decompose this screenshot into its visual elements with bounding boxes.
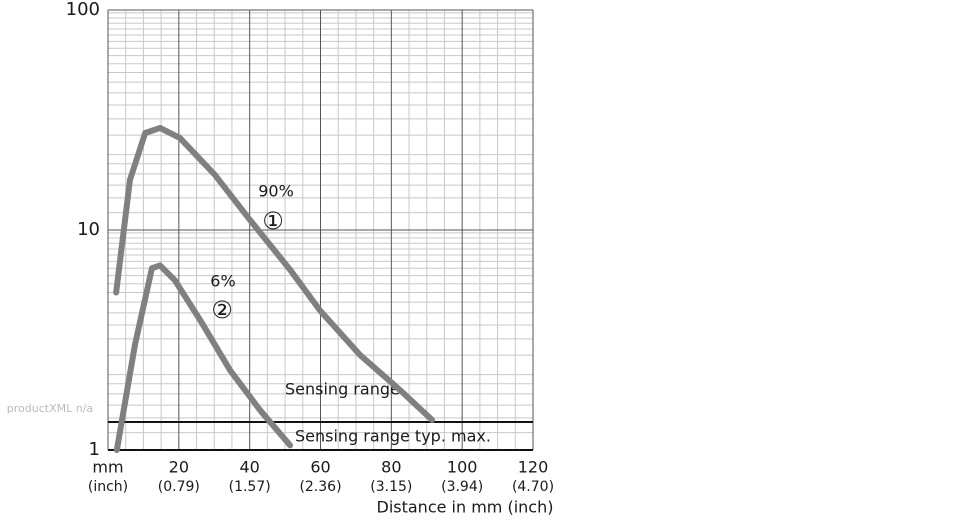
y-tick-label: 100 [66,0,100,20]
x-tick-label: 20 [169,458,189,477]
x-tick-sublabel: (4.70) [512,479,554,495]
series-line [113,124,436,423]
x-tick-label: mm [92,458,123,477]
series-marker: ① [262,207,284,235]
x-tick-sublabel: (3.15) [370,479,412,495]
x-tick-sublabel: (inch) [88,479,128,495]
x-tick-label: 60 [310,458,330,477]
x-axis-title: Distance in mm (inch) [377,498,554,517]
x-tick-label: 80 [381,458,401,477]
series-marker: ② [211,296,233,324]
y-tick-label: 10 [77,219,100,240]
y-tick-label: 1 [89,439,100,460]
x-tick-label: 100 [447,458,478,477]
x-tick-label: 120 [518,458,549,477]
x-tick-label: 40 [239,458,259,477]
annotation: Sensing range [285,380,400,399]
x-tick-sublabel: (2.36) [299,479,341,495]
x-tick-sublabel: (3.94) [441,479,483,495]
series-label: 90% [258,182,294,201]
series-line [113,262,294,453]
x-tick-sublabel: (1.57) [229,479,271,495]
series-label: 6% [210,272,235,291]
reference-label: Sensing range typ. max. [295,427,491,446]
x-tick-sublabel: (0.79) [158,479,200,495]
watermark: productXML n/a [7,402,93,415]
